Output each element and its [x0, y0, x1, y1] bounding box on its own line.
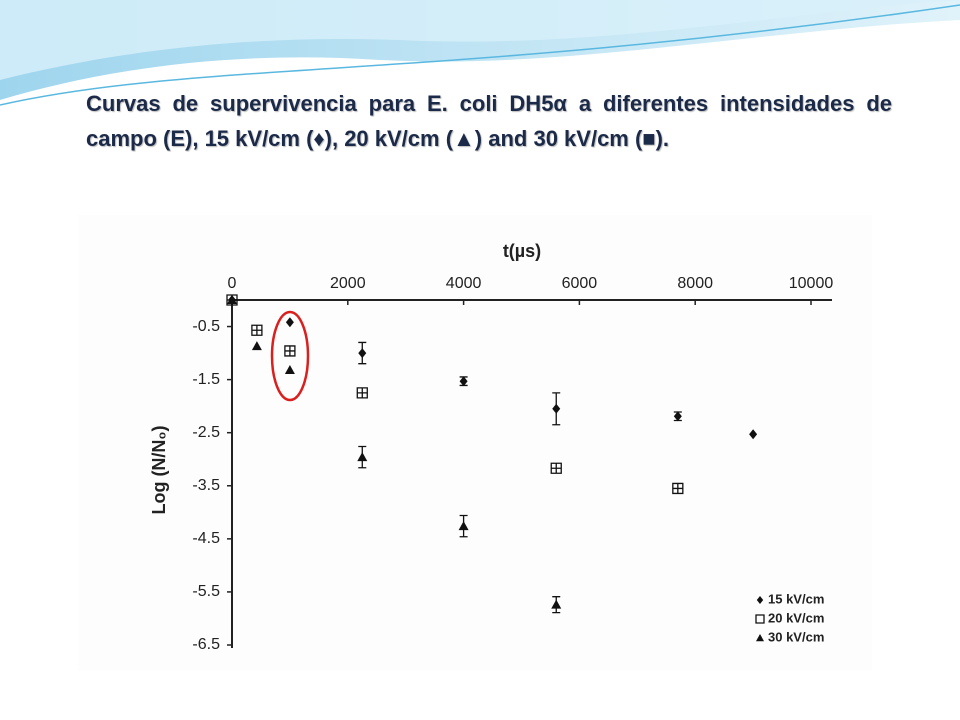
point — [551, 599, 562, 609]
y-tick-label: -5.5 — [192, 583, 220, 600]
point — [227, 295, 237, 304]
point — [749, 429, 758, 440]
point — [672, 482, 684, 495]
legend-marker — [756, 596, 764, 604]
y-axis-label: Log (N/N₀) — [149, 425, 169, 514]
point — [284, 365, 295, 375]
header-wave-light — [0, 0, 960, 80]
x-tick-label: 6000 — [562, 275, 598, 292]
point — [285, 317, 294, 328]
point — [358, 348, 367, 359]
slide-title: Curvas de supervivencia para E. coli DH5… — [86, 91, 892, 151]
legend-label: 20 kV/cm — [768, 610, 824, 625]
x-tick-label: 0 — [228, 275, 237, 292]
legend-label: 15 kV/cm — [768, 591, 824, 606]
legend-label: 30 kV/cm — [768, 629, 824, 644]
x-axis-label: t(µs) — [503, 241, 541, 261]
point — [251, 324, 263, 336]
x-tick-label: 8000 — [677, 275, 713, 292]
point — [357, 452, 368, 462]
x-tick-label: 4000 — [446, 275, 482, 292]
y-tick-label: -3.5 — [192, 477, 220, 494]
y-tick-label: -4.5 — [192, 530, 220, 547]
y-tick-label: -6.5 — [192, 636, 220, 653]
legend-marker — [756, 634, 764, 642]
point — [552, 403, 561, 414]
point — [459, 376, 468, 387]
header-curve — [0, 4, 960, 106]
plot-background — [78, 215, 872, 670]
x-tick-label: 10000 — [789, 275, 834, 292]
y-tick-label: -0.5 — [192, 318, 220, 335]
point — [251, 341, 262, 351]
point — [458, 521, 469, 531]
legend-marker — [755, 614, 765, 624]
y-tick-label: -1.5 — [192, 371, 220, 388]
point — [550, 462, 562, 474]
x-tick-label: 2000 — [330, 275, 366, 292]
highlight-ellipse — [270, 310, 310, 402]
point — [284, 345, 296, 357]
y-tick-label: -2.5 — [192, 424, 220, 441]
point — [673, 411, 682, 422]
point — [356, 387, 368, 399]
